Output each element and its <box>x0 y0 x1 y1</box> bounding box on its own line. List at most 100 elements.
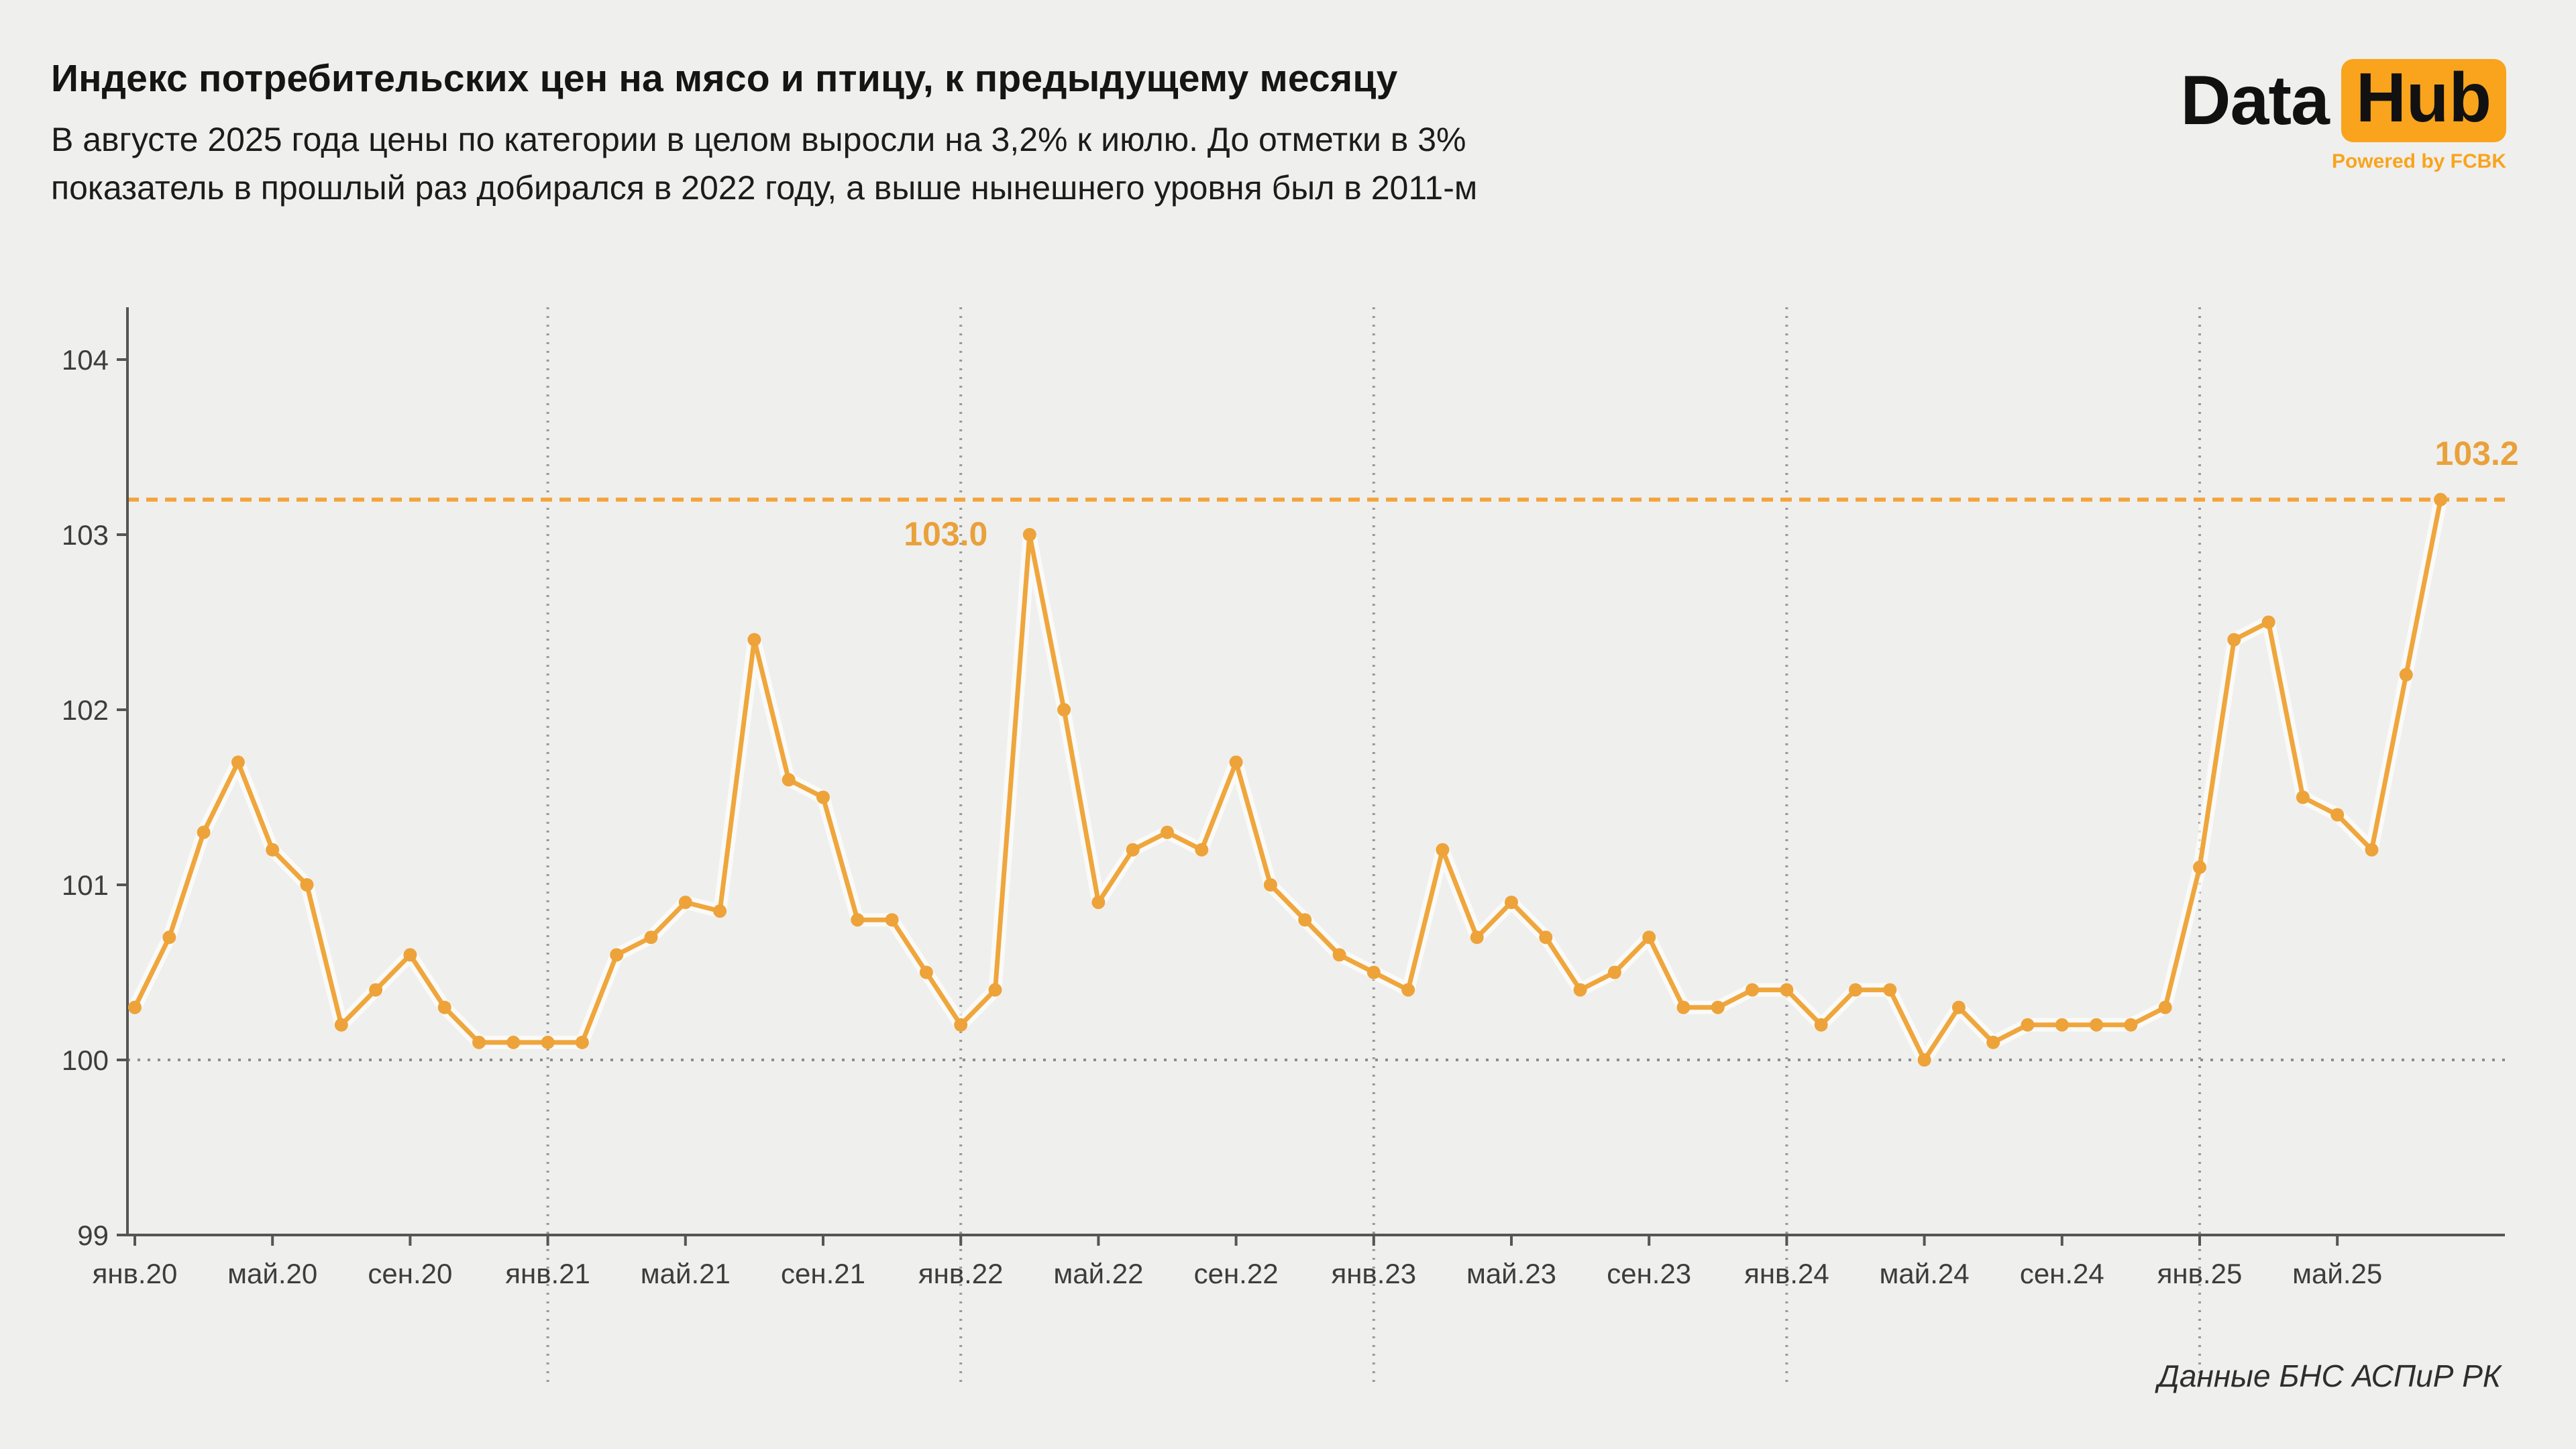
y-tick-label: 101 <box>62 869 109 901</box>
subtitle-line-1: В августе 2025 года цены по категории в … <box>51 121 1466 158</box>
data-point <box>128 1000 142 1014</box>
data-point <box>713 904 727 918</box>
data-point <box>1607 965 1621 979</box>
data-point <box>1057 703 1071 716</box>
data-point <box>1229 755 1243 769</box>
data-point <box>644 930 658 945</box>
data-points <box>128 492 2448 1067</box>
data-point <box>1539 930 1553 945</box>
logo-word-data: Data <box>2180 61 2329 140</box>
data-point <box>1642 930 1656 945</box>
logo-word-hub: Hub <box>2341 59 2506 142</box>
data-point <box>2021 1018 2035 1032</box>
data-point <box>1849 983 1862 997</box>
axes: 99 100 101 102 103 104 янв.20 май.20 сен.20 янв.2… <box>62 307 2505 1289</box>
data-point <box>1951 1000 1966 1014</box>
x-tick-label: май.20 <box>227 1258 317 1289</box>
data-point <box>678 896 692 910</box>
data-point <box>1986 1035 2000 1049</box>
y-tick-label: 99 <box>77 1220 109 1251</box>
data-point <box>403 948 417 962</box>
logo-powered-by: Powered by FCBK <box>2331 150 2506 172</box>
y-tick-label: 103 <box>62 519 109 551</box>
x-tick-label: май.24 <box>1880 1258 1970 1289</box>
data-point <box>1573 983 1587 997</box>
data-point <box>782 773 796 787</box>
y-tick-label: 100 <box>62 1044 109 1076</box>
data-point <box>1263 878 1277 892</box>
x-tick-label: май.23 <box>1466 1258 1556 1289</box>
data-point <box>334 1018 348 1032</box>
x-tick-label: сен.21 <box>781 1258 865 1289</box>
data-point <box>1161 825 1174 839</box>
data-point <box>1298 913 1312 927</box>
x-tick-label: сен.23 <box>1607 1258 1691 1289</box>
chart-subtitle: В августе 2025 года цены по категории в … <box>51 115 1996 212</box>
data-point <box>1746 983 1760 997</box>
data-point <box>437 1000 451 1014</box>
data-point <box>1676 1000 1690 1014</box>
data-point <box>2365 843 2379 857</box>
data-point <box>266 843 280 857</box>
subtitle-line-2: показатель в прошлый раз добирался в 202… <box>51 169 1478 207</box>
data-point <box>2124 1018 2138 1032</box>
data-point <box>919 965 933 979</box>
data-point <box>369 983 383 997</box>
x-tick-label: сен.22 <box>1194 1258 1279 1289</box>
data-point <box>2296 790 2310 804</box>
data-point <box>197 825 211 839</box>
data-point <box>1126 843 1140 857</box>
x-tick-label: янв.24 <box>1744 1258 1829 1289</box>
data-point <box>1195 843 1209 857</box>
data-point <box>1505 896 1518 910</box>
data-point <box>2193 860 2206 874</box>
chart-header: Индекс потребительских цен на мясо и пти… <box>51 56 1996 212</box>
x-tick-label: май.21 <box>641 1258 731 1289</box>
data-point <box>2055 1018 2069 1032</box>
source-note: Данные БНС АСПиР РК <box>2157 1358 2501 1393</box>
x-tick-label: май.25 <box>2292 1258 2382 1289</box>
data-point <box>1091 896 1106 910</box>
value-annotation: 103.2 <box>2435 435 2519 472</box>
data-point <box>2158 1000 2172 1014</box>
x-tick-label: янв.22 <box>918 1258 1004 1289</box>
data-point <box>1917 1053 1931 1067</box>
data-point <box>1436 843 1450 857</box>
y-tick-label: 102 <box>62 694 109 726</box>
data-point <box>541 1035 555 1049</box>
y-tick-label: 104 <box>62 344 109 376</box>
datahub-logo: Data Hub Powered by FCBK <box>2180 59 2506 173</box>
data-point <box>506 1035 521 1049</box>
series-line-halo <box>128 492 2448 1067</box>
data-point <box>1711 1000 1725 1014</box>
data-point <box>1814 1018 1828 1032</box>
data-point <box>988 983 1002 997</box>
data-point <box>610 948 624 962</box>
data-point <box>954 1018 968 1032</box>
data-point <box>2090 1018 2104 1032</box>
x-tick-label: янв.20 <box>93 1258 178 1289</box>
data-point <box>472 1035 486 1049</box>
data-point <box>1470 930 1484 945</box>
data-point <box>1366 965 1381 979</box>
data-point <box>300 878 314 892</box>
year-gridlines <box>546 307 2201 1383</box>
x-tick-label: сен.20 <box>368 1258 452 1289</box>
data-point <box>2399 667 2413 682</box>
data-point <box>2261 615 2275 629</box>
data-point <box>1022 528 1036 541</box>
datahub-logo-row: Data Hub <box>2180 59 2506 142</box>
data-point <box>2227 633 2241 647</box>
data-point <box>816 790 830 804</box>
data-point <box>747 633 761 647</box>
data-point <box>1780 983 1794 997</box>
data-point <box>1883 983 1897 997</box>
x-tick-label: май.22 <box>1053 1258 1143 1289</box>
x-tick-label: янв.23 <box>1331 1258 1416 1289</box>
x-tick-label: янв.25 <box>2157 1258 2243 1289</box>
x-tick-label: янв.21 <box>505 1258 590 1289</box>
data-point <box>1332 948 1346 962</box>
data-point <box>851 913 865 927</box>
value-annotation: 103.0 <box>904 515 987 553</box>
